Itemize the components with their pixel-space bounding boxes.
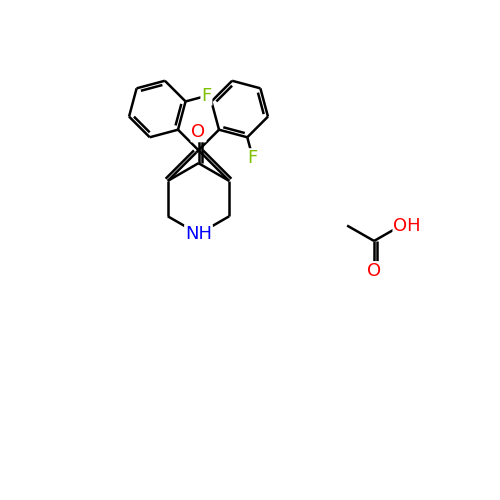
- Text: NH: NH: [185, 225, 212, 243]
- Text: O: O: [192, 124, 205, 142]
- Text: OH: OH: [394, 216, 421, 234]
- Text: O: O: [367, 262, 381, 280]
- Text: F: F: [248, 149, 258, 167]
- Text: F: F: [202, 87, 211, 105]
